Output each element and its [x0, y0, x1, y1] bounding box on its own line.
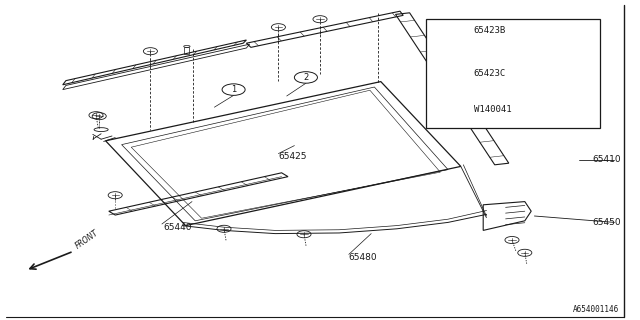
- Text: 65410: 65410: [592, 156, 621, 164]
- Text: 65440: 65440: [163, 223, 192, 232]
- Circle shape: [438, 105, 456, 114]
- Circle shape: [438, 33, 456, 42]
- Circle shape: [294, 72, 317, 83]
- Text: W140041: W140041: [474, 105, 511, 114]
- Text: 65423C: 65423C: [474, 69, 506, 78]
- Bar: [426, 19, 600, 128]
- Bar: [184, 47, 189, 54]
- Text: 65450: 65450: [592, 218, 621, 227]
- Text: FRONT: FRONT: [74, 228, 100, 250]
- Text: 65423B: 65423B: [474, 26, 506, 35]
- Text: 65425: 65425: [278, 152, 307, 161]
- Text: A654001146: A654001146: [573, 305, 620, 314]
- Text: 1: 1: [444, 33, 449, 42]
- Circle shape: [222, 84, 245, 95]
- Text: 2: 2: [303, 73, 308, 82]
- Text: 65480: 65480: [349, 253, 378, 262]
- Text: 2: 2: [444, 105, 449, 114]
- Text: 1: 1: [231, 85, 236, 94]
